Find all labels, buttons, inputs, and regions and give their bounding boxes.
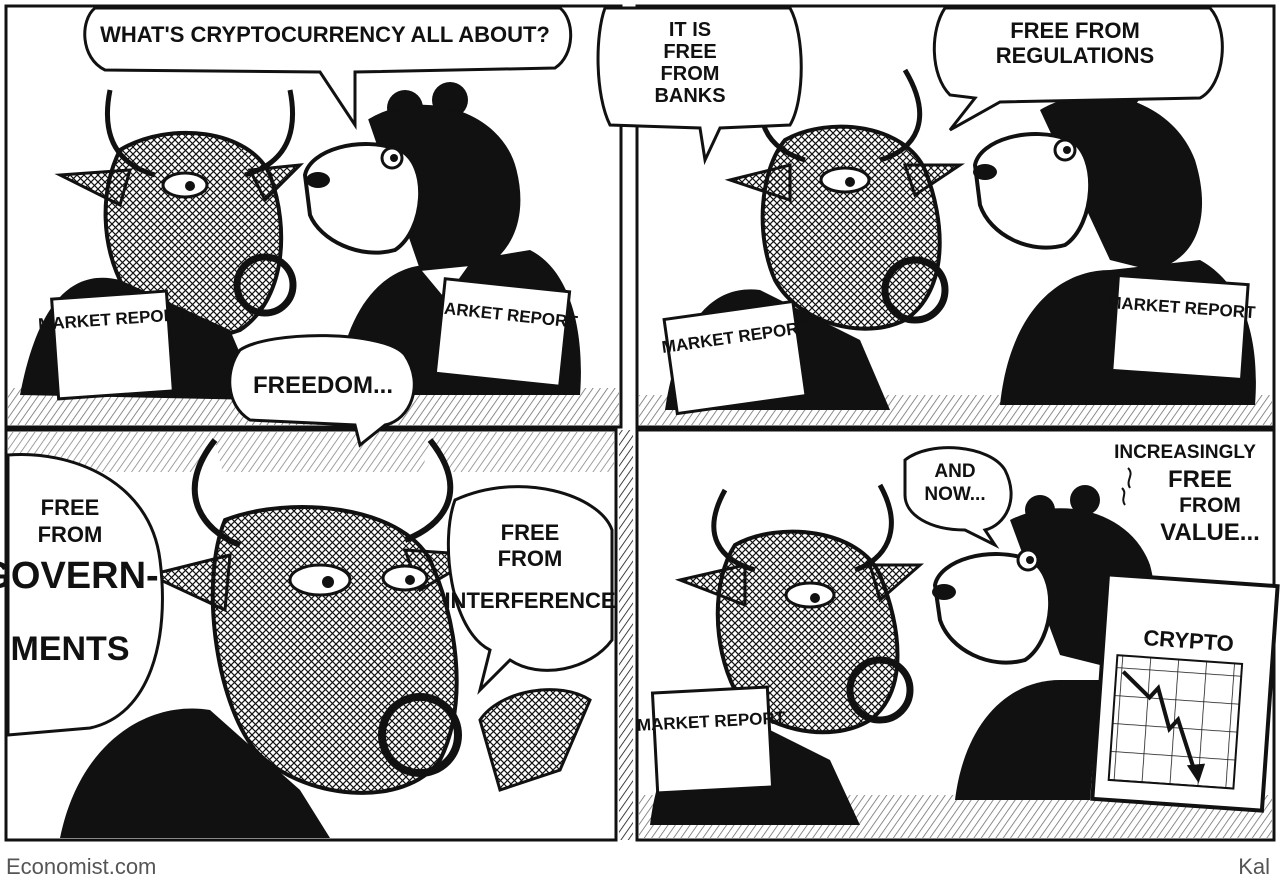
speech-text: FREEDOM...	[253, 372, 393, 399]
speech-text: NOW...	[924, 484, 985, 505]
source-credit: Economist.com	[6, 854, 157, 879]
speech-bubble: FREE FROM INTERFERENCE	[444, 485, 616, 695]
caption-text: FROM	[1179, 494, 1241, 517]
speech-text: REGULATIONS	[996, 43, 1154, 68]
speech-text: FREE	[41, 495, 100, 520]
speech-text: WHAT'S CRYPTOCURRENCY ALL ABOUT?	[100, 22, 550, 47]
panel-3: FREE FROM GOVERN- MENTS FREE FROM INTERF…	[0, 428, 618, 842]
market-report-paper: MARKET REPORT	[661, 299, 811, 416]
panel-4: CRYPTO MARKET REPORT AND NOW... INCREASI…	[635, 428, 1280, 842]
market-report-paper: MARKET REPORT	[429, 277, 579, 388]
market-report-paper: MARKET REPORT	[636, 685, 786, 795]
speech-text: BANKS	[654, 85, 725, 107]
speech-bubble: IT IS FREE FROM BANKS	[596, 6, 803, 166]
panel-2: MARKET REPORT MARKET REPORT IT IS FREE F…	[596, 4, 1276, 429]
market-report-paper: MARKET REPORT	[1107, 273, 1257, 382]
speech-text: FREE FROM	[1010, 18, 1140, 43]
speech-text: FREE	[663, 41, 716, 63]
speech-text: FROM	[38, 522, 103, 547]
speech-text: GOVERN-	[0, 555, 159, 597]
crypto-chart-board: CRYPTO	[1090, 572, 1280, 813]
speech-bubble: FREE FROM GOVERN- MENTS	[0, 452, 164, 737]
caption-text: INCREASINGLY	[1114, 442, 1256, 463]
speech-text: FROM	[661, 63, 720, 85]
speech-text: INTERFERENCE	[444, 588, 615, 613]
speech-bubble: WHAT'S CRYPTOCURRENCY ALL ABOUT?	[83, 6, 573, 130]
panel-1: MARKET REPORT MARKET REPORT WHAT'S CRYPT…	[4, 4, 623, 429]
speech-bubble: AND NOW...	[903, 446, 1013, 549]
market-report-paper: MARKET REPORT	[38, 289, 187, 401]
caption-text: FREE	[1168, 466, 1232, 493]
speech-bubble: FREE FROM REGULATIONS	[932, 6, 1224, 132]
speech-text: FREE	[501, 520, 560, 545]
speech-bubble: FREEDOM...	[228, 334, 416, 448]
speech-text: FROM	[498, 546, 563, 571]
panel-divider	[619, 430, 633, 840]
caption-text: VALUE...	[1160, 519, 1260, 546]
speech-text: IT IS	[669, 19, 711, 41]
artist-signature: Kal	[1238, 854, 1270, 879]
speech-text: MENTS	[11, 630, 130, 668]
speech-text: AND	[934, 461, 975, 482]
thought-caption: INCREASINGLY FREE FROM VALUE...	[1114, 442, 1260, 546]
